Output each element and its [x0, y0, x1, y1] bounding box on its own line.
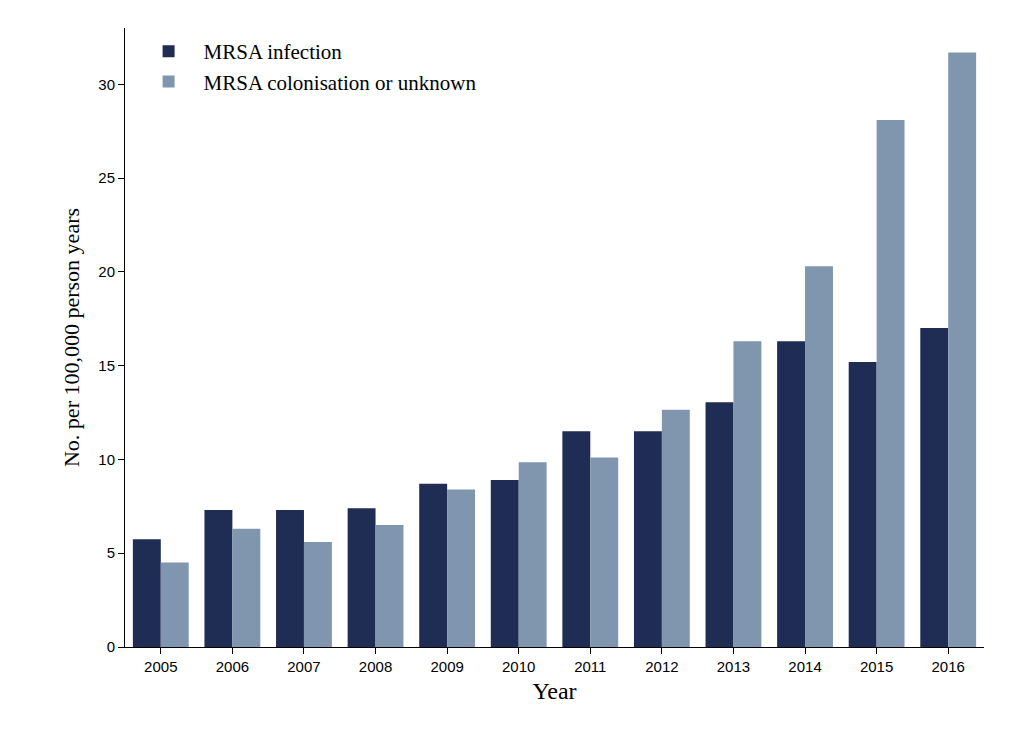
svg-text:0: 0 — [107, 638, 115, 655]
svg-text:2011: 2011 — [574, 658, 606, 675]
svg-text:Year: Year — [532, 678, 576, 704]
svg-text:2005: 2005 — [144, 658, 177, 675]
svg-text:2012: 2012 — [645, 658, 678, 675]
svg-text:30: 30 — [98, 76, 115, 93]
svg-text:2007: 2007 — [287, 658, 320, 675]
svg-text:MRSA infection: MRSA infection — [204, 40, 343, 64]
svg-text:2013: 2013 — [717, 658, 750, 675]
svg-text:2014: 2014 — [788, 658, 821, 675]
svg-text:2015: 2015 — [860, 658, 893, 675]
svg-text:20: 20 — [98, 263, 115, 280]
svg-text:2010: 2010 — [502, 658, 535, 675]
svg-text:2016: 2016 — [932, 658, 965, 675]
svg-text:15: 15 — [98, 357, 115, 374]
svg-text:5: 5 — [107, 544, 115, 561]
svg-text:2006: 2006 — [216, 658, 249, 675]
svg-text:25: 25 — [98, 169, 115, 186]
svg-text:MRSA colonisation or unknown: MRSA colonisation or unknown — [204, 71, 477, 95]
svg-text:2008: 2008 — [359, 658, 392, 675]
svg-text:10: 10 — [98, 451, 115, 468]
svg-text:2009: 2009 — [430, 658, 463, 675]
svg-text:No. per 100,000 person years: No. per 100,000 person years — [59, 208, 84, 467]
